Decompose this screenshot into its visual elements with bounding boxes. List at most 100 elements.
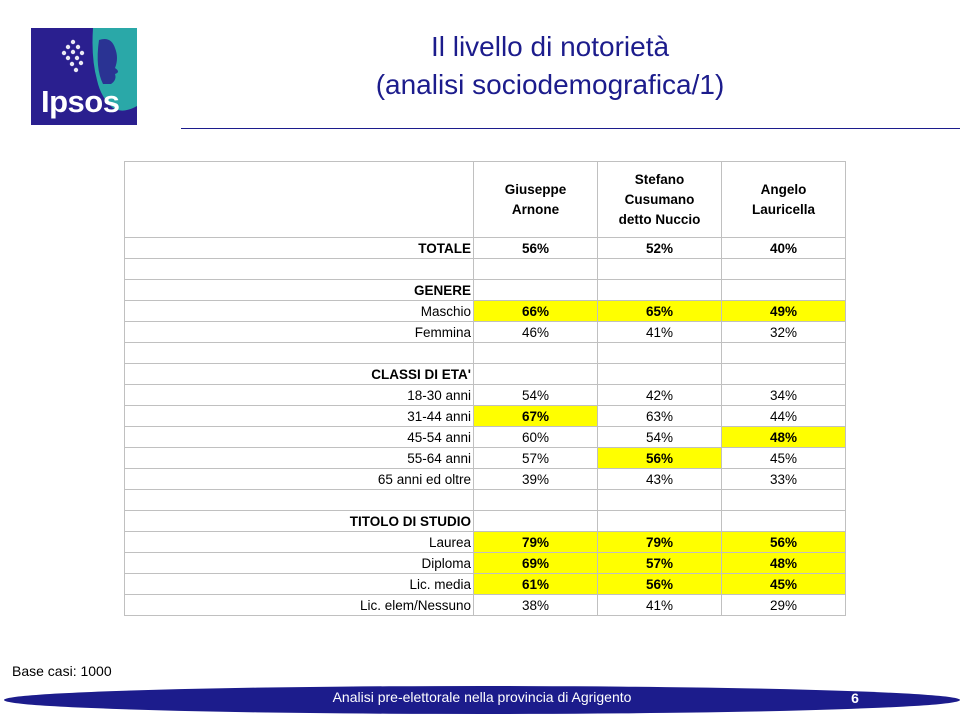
- table-row: Lic. media 61% 56% 45%: [124, 573, 846, 595]
- value-cell: [473, 279, 598, 301]
- value-cell: 54%: [473, 384, 598, 406]
- table-spacer-row: [124, 258, 846, 280]
- value-cell: 54%: [597, 426, 722, 448]
- row-label: Diploma: [124, 552, 474, 574]
- table-row: Lic. elem/Nessuno 38% 41% 29%: [124, 594, 846, 616]
- value-cell: 46%: [473, 321, 598, 343]
- table-row: GENERE: [124, 279, 846, 301]
- row-label: 31-44 anni: [124, 405, 474, 427]
- slide-title: Il livello di notorietà (analisi sociode…: [220, 28, 880, 104]
- value-cell: 65%: [597, 300, 722, 322]
- table-row: Laurea 79% 79% 56%: [124, 531, 846, 553]
- value-cell: 67%: [473, 405, 598, 427]
- header-corner-cell: [124, 161, 474, 238]
- value-cell: 33%: [721, 468, 846, 490]
- value-cell: 56%: [473, 237, 598, 259]
- value-cell: [721, 258, 846, 280]
- value-cell: 56%: [597, 447, 722, 469]
- value-cell: 48%: [721, 552, 846, 574]
- row-label: 55-64 anni: [124, 447, 474, 469]
- row-label: [124, 489, 474, 511]
- value-cell: [721, 510, 846, 532]
- table-row: 65 anni ed oltre 39% 43% 33%: [124, 468, 846, 490]
- row-label: Laurea: [124, 531, 474, 553]
- value-cell: 57%: [473, 447, 598, 469]
- value-cell: [721, 342, 846, 364]
- table-spacer-row: [124, 489, 846, 511]
- row-label: [124, 258, 474, 280]
- table-spacer-row: [124, 342, 846, 364]
- title-divider: [181, 128, 960, 129]
- value-cell: [597, 279, 722, 301]
- value-cell: 32%: [721, 321, 846, 343]
- value-cell: [597, 258, 722, 280]
- candidate-header-line: Arnone: [511, 201, 560, 217]
- value-cell: 45%: [721, 573, 846, 595]
- logo-graphic: [31, 28, 137, 125]
- value-cell: 45%: [721, 447, 846, 469]
- value-cell: [597, 342, 722, 364]
- value-cell: 41%: [597, 594, 722, 616]
- value-cell: 49%: [721, 300, 846, 322]
- page-number: 6: [851, 690, 859, 706]
- row-label: 65 anni ed oltre: [124, 468, 474, 490]
- table-row: 55-64 anni 57% 56% 45%: [124, 447, 846, 469]
- table-row: Maschio 66% 65% 49%: [124, 300, 846, 322]
- value-cell: 44%: [721, 405, 846, 427]
- value-cell: 56%: [597, 573, 722, 595]
- logo-text: Ipsos: [41, 84, 120, 119]
- value-cell: [597, 363, 722, 385]
- table-row: 31-44 anni 67% 63% 44%: [124, 405, 846, 427]
- table-row: 18-30 anni 54% 42% 34%: [124, 384, 846, 406]
- value-cell: 40%: [721, 237, 846, 259]
- table-row: 45-54 anni 60% 54% 48%: [124, 426, 846, 448]
- value-cell: 61%: [473, 573, 598, 595]
- candidate-header-line: detto Nuccio: [618, 211, 701, 227]
- candidate-header-line: Lauricella: [751, 201, 816, 217]
- value-cell: 52%: [597, 237, 722, 259]
- value-cell: 34%: [721, 384, 846, 406]
- value-cell: [473, 342, 598, 364]
- base-note: Base casi: 1000: [12, 663, 112, 679]
- value-cell: [597, 510, 722, 532]
- row-label: Lic. media: [124, 573, 474, 595]
- slide-title-line2: (analisi sociodemografica/1): [375, 69, 725, 100]
- table-row: TOTALE 56% 52% 40%: [124, 237, 846, 259]
- value-cell: 48%: [721, 426, 846, 448]
- value-cell: [721, 489, 846, 511]
- value-cell: 38%: [473, 594, 598, 616]
- value-cell: [473, 489, 598, 511]
- row-label: Femmina: [124, 321, 474, 343]
- value-cell: 79%: [473, 531, 598, 553]
- value-cell: 79%: [597, 531, 722, 553]
- candidate-header-2: Stefano Cusumano detto Nuccio: [597, 161, 722, 238]
- value-cell: 69%: [473, 552, 598, 574]
- table-row: CLASSI DI ETA': [124, 363, 846, 385]
- footer-bar: Analisi pre-elettorale nella provincia d…: [4, 685, 960, 715]
- row-label: TOTALE: [124, 237, 474, 259]
- ipsos-logo: Ipsos: [31, 28, 137, 125]
- value-cell: [473, 510, 598, 532]
- value-cell: 42%: [597, 384, 722, 406]
- table-row: Femmina 46% 41% 32%: [124, 321, 846, 343]
- row-label: TITOLO DI STUDIO: [124, 510, 474, 532]
- candidate-header-line: Angelo: [760, 181, 807, 197]
- value-cell: 60%: [473, 426, 598, 448]
- footer-text: Analisi pre-elettorale nella provincia d…: [332, 689, 632, 705]
- row-label: [124, 342, 474, 364]
- row-label: CLASSI DI ETA': [124, 363, 474, 385]
- footer-shape: [4, 686, 960, 714]
- awareness-table: Giuseppe Arnone Stefano Cusumano detto Nucci…: [124, 161, 846, 616]
- candidate-header-line: Giuseppe: [504, 181, 567, 197]
- value-cell: 41%: [597, 321, 722, 343]
- slide-title-line1: Il livello di notorietà: [430, 31, 670, 62]
- row-label: Lic. elem/Nessuno: [124, 594, 474, 616]
- row-label: 45-54 anni: [124, 426, 474, 448]
- value-cell: 63%: [597, 405, 722, 427]
- value-cell: 43%: [597, 468, 722, 490]
- value-cell: [473, 363, 598, 385]
- value-cell: [473, 258, 598, 280]
- candidate-header-line: Cusumano: [624, 191, 695, 207]
- table-row: Diploma 69% 57% 48%: [124, 552, 846, 574]
- candidate-header-1: Giuseppe Arnone: [473, 161, 598, 238]
